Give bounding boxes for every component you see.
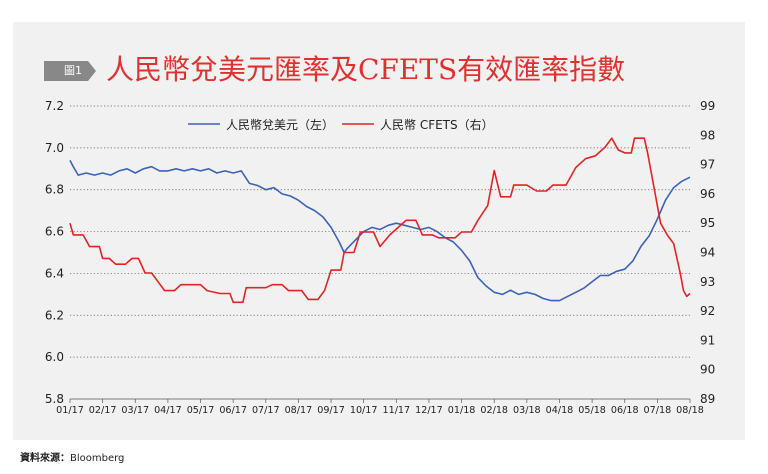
right-tick-label: 94 [700, 246, 715, 260]
left-tick-label: 6.2 [45, 308, 64, 322]
left-tick-label: 6.8 [45, 183, 64, 197]
left-tick-label: 6.0 [45, 350, 64, 364]
right-tick-label: 98 [700, 128, 715, 142]
grid-lines [70, 105, 690, 400]
x-tick-label: 03/17 [121, 405, 149, 416]
figure-tag: 圖1 [64, 64, 82, 77]
x-tick-label: 06/18 [611, 405, 639, 416]
x-tick-label: 05/17 [187, 405, 215, 416]
series-layer [69, 137, 691, 304]
x-tick-label: 01/17 [56, 405, 84, 416]
x-tick-label: 07/17 [252, 405, 280, 416]
source-note: 資料來源：Bloomberg [20, 449, 124, 464]
source-value: Bloomberg [70, 453, 125, 464]
legend-label-usd: 人民幣兌美元（左） [226, 117, 334, 132]
right-tick-label: 92 [700, 304, 715, 318]
right-tick-label: 99 [700, 99, 715, 113]
right-tick-label: 91 [700, 333, 715, 347]
x-tick-label: 05/18 [578, 405, 606, 416]
right-tick-label: 96 [700, 187, 715, 201]
source-label: 資料來源： [20, 453, 70, 464]
x-tick-label: 02/17 [89, 405, 117, 416]
figure-tag-shape [44, 61, 96, 81]
left-axis-ticks: 5.8 6.0 6.2 6.4 6.6 6.8 7.0 7.2 [45, 99, 64, 406]
legend-label-cfets: 人民幣 CFETS（右） [380, 117, 494, 132]
x-tick-label: 08/17 [285, 405, 313, 416]
left-tick-label: 7.2 [45, 99, 64, 113]
chart-title: 人民幣兌美元匯率及CFETS有效匯率指數 [106, 53, 626, 86]
series-line-usd [69, 160, 691, 302]
x-tick-label: 09/17 [317, 405, 345, 416]
right-tick-label: 89 [700, 392, 715, 406]
right-tick-label: 90 [700, 363, 715, 377]
left-tick-label: 7.0 [45, 141, 64, 155]
series-line-cfets [69, 137, 691, 304]
left-tick-label: 6.6 [45, 225, 64, 239]
chart-panel [13, 22, 745, 440]
left-tick-label: 6.4 [45, 266, 64, 280]
x-tick-label: 04/17 [154, 405, 182, 416]
x-tick-label: 08/18 [676, 405, 704, 416]
left-tick-label: 5.8 [45, 392, 64, 406]
x-tick-label: 06/17 [219, 405, 247, 416]
x-tick-label: 12/17 [415, 405, 443, 416]
x-axis-ticks: 01/17 02/17 03/17 04/17 05/17 06/17 07/17 08/17… [56, 399, 704, 416]
right-tick-label: 97 [700, 158, 715, 172]
right-tick-label: 95 [700, 216, 715, 230]
x-tick-label: 07/18 [644, 405, 672, 416]
x-tick-label: 11/17 [382, 405, 410, 416]
right-axis-ticks: 89 90 91 92 93 94 95 96 97 98 99 [700, 99, 715, 406]
x-tick-label: 10/17 [350, 405, 378, 416]
x-tick-label: 04/18 [546, 405, 574, 416]
legend: 人民幣兌美元（左） 人民幣 CFETS（右） [188, 117, 494, 132]
x-tick-label: 02/18 [480, 405, 508, 416]
x-tick-label: 03/18 [513, 405, 541, 416]
x-tick-label: 01/18 [448, 405, 476, 416]
right-tick-label: 93 [700, 275, 715, 289]
